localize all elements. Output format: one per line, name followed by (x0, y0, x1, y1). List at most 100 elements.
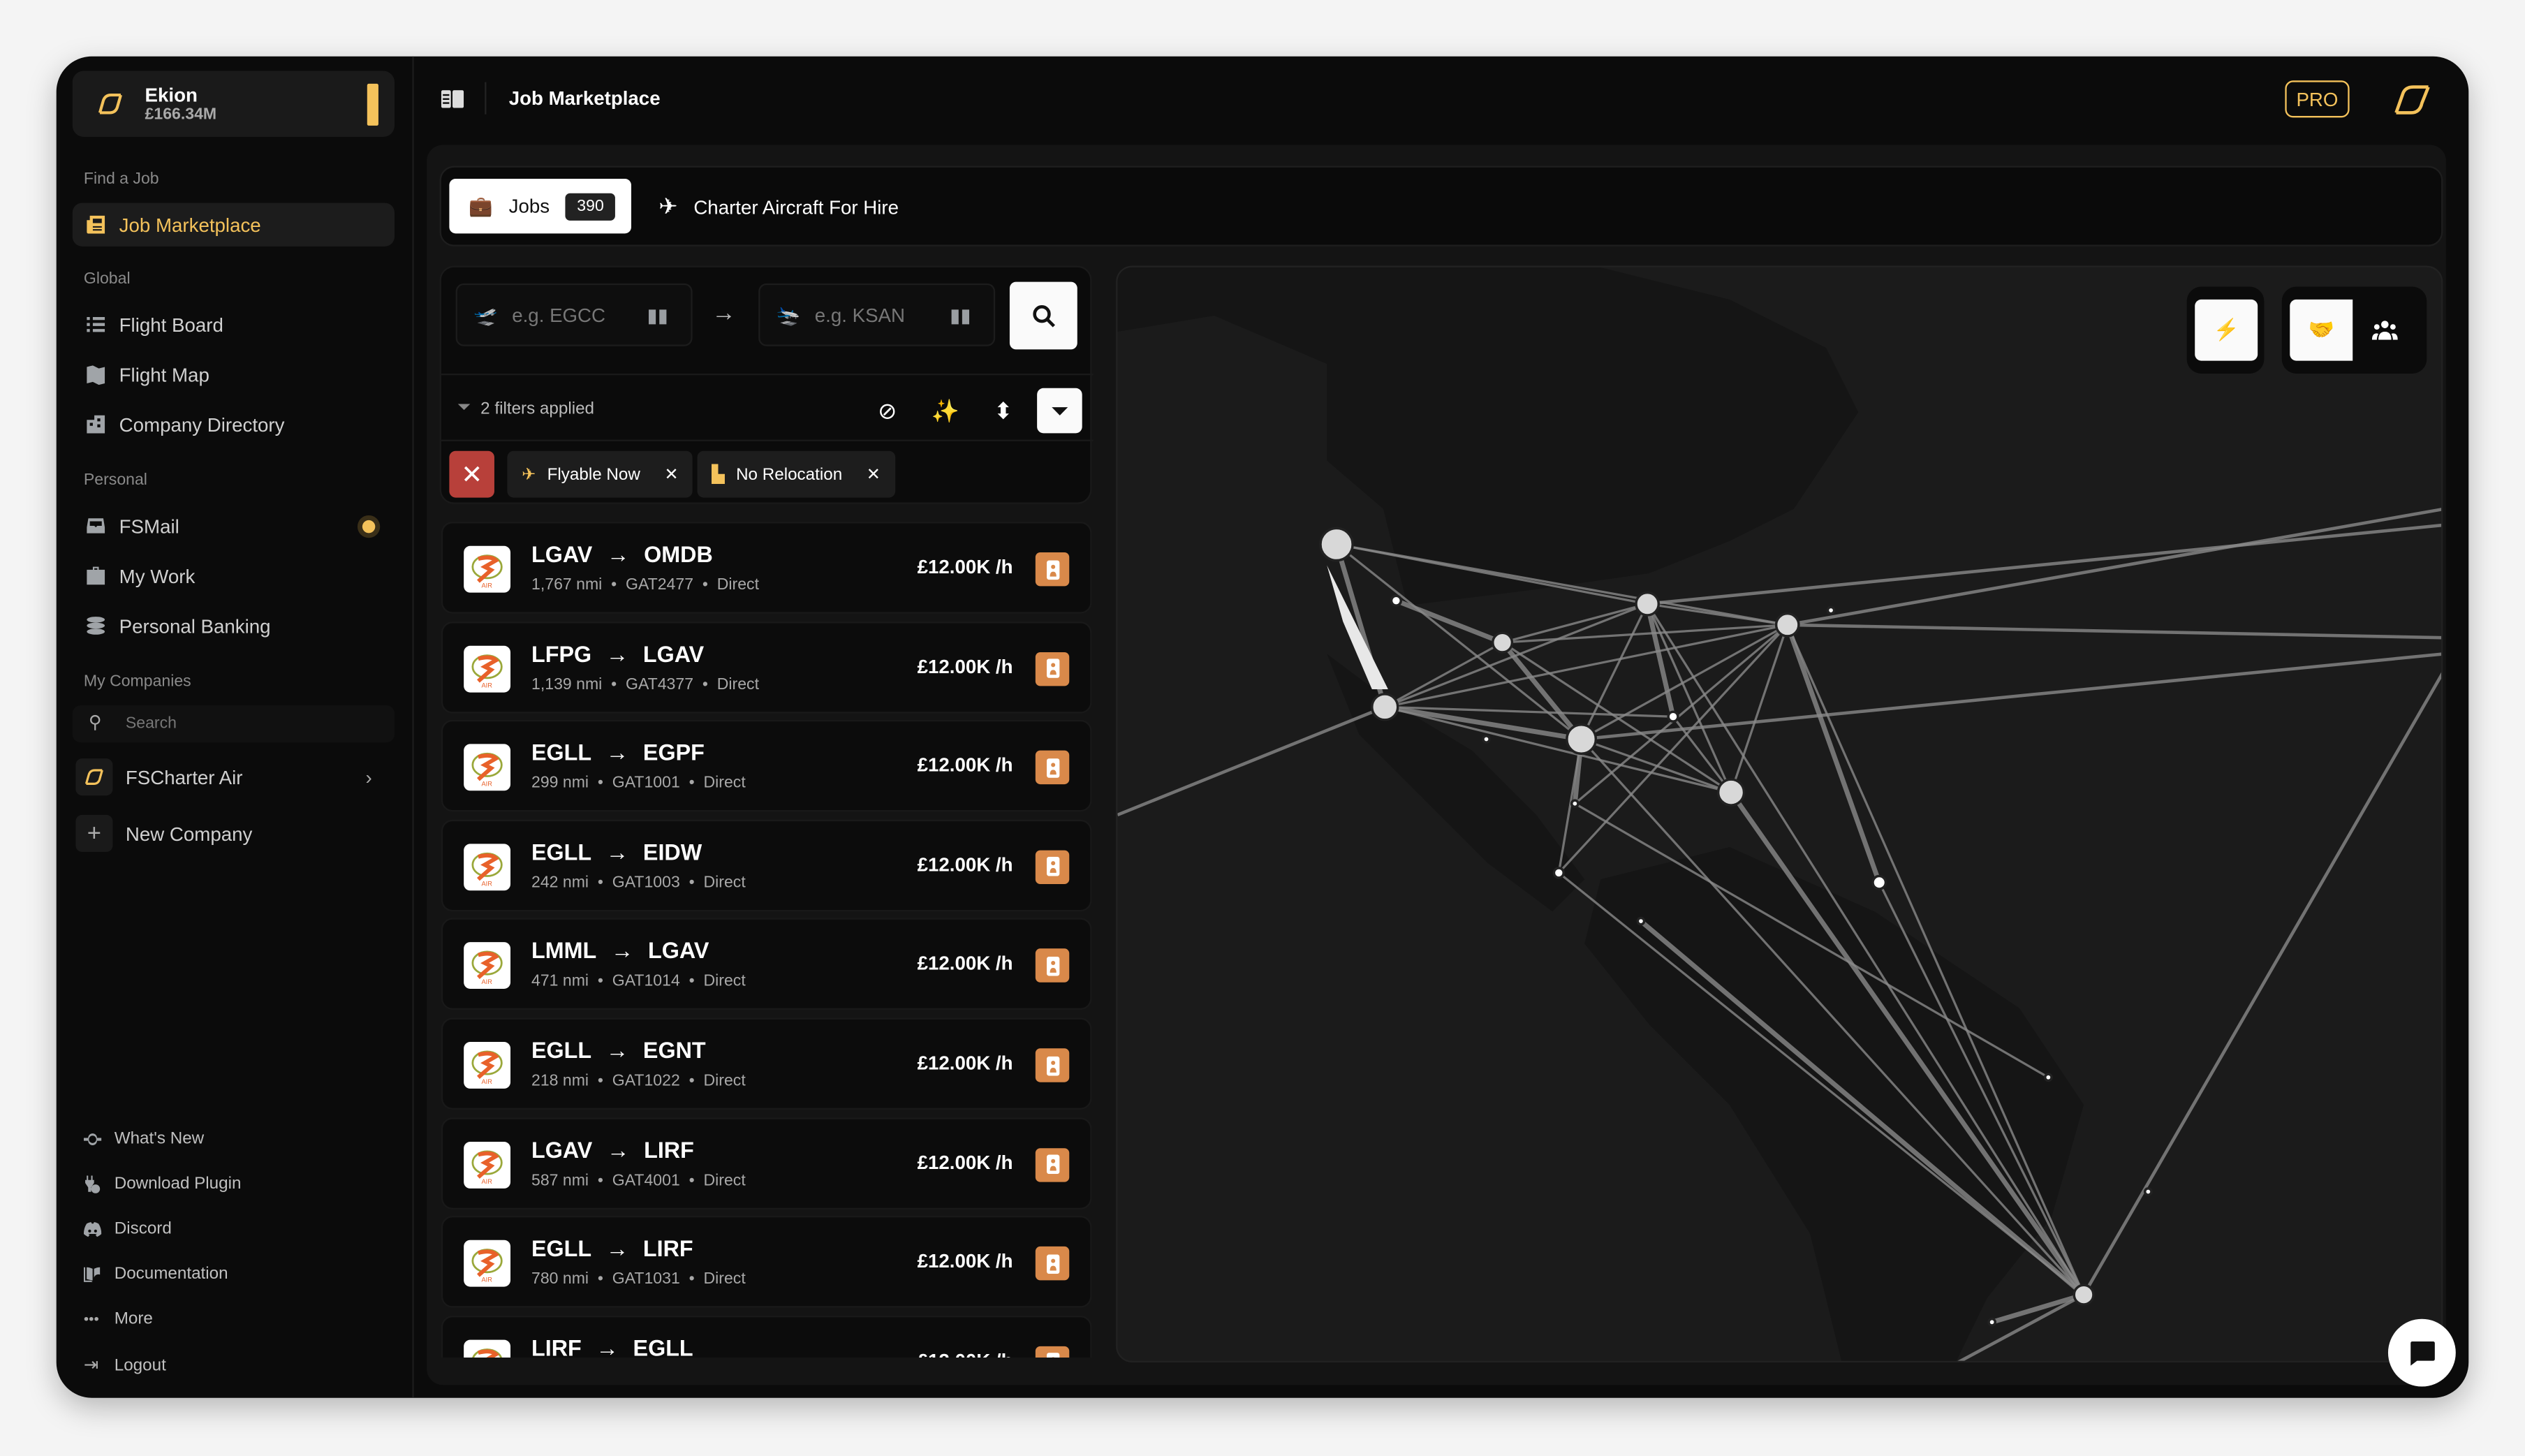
pay-rate: £12.00K /h (918, 853, 1013, 876)
job-card[interactable]: AIR EGLL→EIDW 242 nmi • GAT1003 • Direct… (441, 819, 1092, 911)
remove-chip-icon[interactable]: ✕ (867, 464, 881, 484)
company-item-fscharter-air[interactable]: FSCharter Air› (75, 756, 397, 799)
passenger-icon (1046, 858, 1059, 877)
sort-button[interactable]: ⬍ (980, 388, 1026, 434)
search-button[interactable] (1010, 282, 1077, 350)
unread-indicator (358, 515, 380, 538)
company-name: FSCharter Air (126, 766, 243, 788)
job-card[interactable]: AIR LMML→LGAV 471 nmi • GAT1014 • Direct… (441, 918, 1092, 1010)
passenger-job-button[interactable] (1036, 1147, 1069, 1181)
handshake-view-button[interactable]: 🤝 (2290, 300, 2353, 361)
passenger-icon (1046, 559, 1059, 579)
sidebar-item-my-work[interactable]: My Work (73, 554, 395, 597)
hide-toggle-button[interactable]: ⊘ (864, 388, 910, 434)
passenger-job-button[interactable] (1036, 652, 1069, 685)
tab-charter-aircraft[interactable]: ✈Charter Aircraft For Hire (658, 193, 899, 221)
airport-node (2045, 1074, 2052, 1080)
route-type: Direct (704, 775, 746, 793)
commit-icon (84, 1130, 101, 1147)
passenger-job-button[interactable] (1036, 949, 1069, 983)
airline-logo: AIR (464, 645, 510, 692)
svg-text:AIR: AIR (482, 880, 493, 887)
destination-icao: EGLL (633, 1334, 693, 1358)
briefcase-icon (85, 565, 106, 586)
passenger-job-button[interactable] (1036, 1048, 1069, 1082)
airline-logo: AIR (464, 844, 510, 890)
passenger-job-button[interactable] (1036, 850, 1069, 883)
footer-whats-new[interactable]: What's New (84, 1129, 204, 1149)
plus-icon: + (75, 815, 112, 852)
sidebar-item-fsmail[interactable]: FSMail (73, 504, 395, 547)
divider (441, 440, 1094, 441)
passenger-icon (1046, 1353, 1059, 1358)
sidebar-item-label: Flight Board (119, 314, 223, 336)
route-map[interactable] (1117, 267, 2443, 1362)
pro-badge[interactable]: PRO (2285, 80, 2349, 117)
footer-label: Logout (115, 1355, 166, 1375)
search-icon: ⚲ (89, 712, 102, 733)
footer-discord[interactable]: Discord (84, 1219, 172, 1239)
company-search-input[interactable]: ⚲ Search (73, 705, 395, 742)
airport-node (1320, 528, 1353, 560)
arrival-input[interactable]: 🛬e.g. KSAN▮▮ (758, 284, 995, 346)
chat-button[interactable] (2388, 1319, 2456, 1387)
job-card[interactable]: AIR EGLL→EGNT 218 nmi • GAT1022 • Direct… (441, 1017, 1092, 1109)
pay-rate: £12.00K /h (918, 754, 1013, 777)
account-switcher[interactable]: Ekion £166.34M (73, 71, 395, 137)
sidebar-item-flight-map[interactable]: Flight Map (73, 353, 395, 396)
footer-documentation[interactable]: Documentation (84, 1264, 228, 1284)
footer-logout[interactable]: ⇥Logout (84, 1354, 166, 1375)
filter-chip-no-relocation[interactable]: ▙No Relocation✕ (698, 451, 895, 498)
app-window: Ekion £166.34M Find a Job Job Marketplac… (57, 57, 2469, 1398)
sidebar-item-label: Flight Map (119, 363, 209, 385)
footer-more[interactable]: •••More (84, 1309, 153, 1329)
airport-node (1554, 868, 1563, 878)
sidebar-item-flight-board[interactable]: Flight Board (73, 303, 395, 346)
filter-chip-flyable-now[interactable]: ✈Flyable Now✕ (507, 451, 693, 498)
departure-input[interactable]: 🛫e.g. EGCC▮▮ (456, 284, 693, 346)
passenger-job-button[interactable] (1036, 751, 1069, 784)
job-list[interactable]: AIR LGAV→OMDB 1,767 nmi • GAT2477 • Dire… (441, 522, 1092, 1358)
footer-download-plugin[interactable]: Download Plugin (84, 1174, 242, 1193)
job-card[interactable]: AIR LIRF→EGLL £12.00K /h (441, 1316, 1092, 1358)
sidebar-toggle-icon[interactable] (441, 90, 464, 108)
flight-number: GAT4001 (612, 1172, 680, 1189)
job-meta: 471 nmi • GAT1014 • Direct (531, 973, 746, 991)
sidebar: Ekion £166.34M Find a Job Job Marketplac… (57, 57, 414, 1398)
job-card[interactable]: AIR LGAV→LIRF 587 nmi • GAT4001 • Direct… (441, 1117, 1092, 1208)
network-mode-button[interactable]: ⚡ (2195, 300, 2258, 361)
airport-node (1636, 593, 1658, 615)
passenger-job-button[interactable] (1036, 552, 1069, 586)
route-line (1503, 604, 1648, 642)
job-card[interactable]: AIR EGLL→EGPF 299 nmi • GAT1001 • Direct… (441, 720, 1092, 811)
ellipsis-icon: ••• (84, 1311, 101, 1327)
magic-button[interactable]: ✨ (922, 388, 968, 434)
new-company-button[interactable]: +New Company (75, 811, 397, 855)
binoculars-icon[interactable]: ▮▮ (647, 304, 668, 326)
remove-chip-icon[interactable]: ✕ (664, 464, 678, 484)
passenger-job-button[interactable] (1036, 1346, 1069, 1358)
airline-logo: AIR (464, 1042, 510, 1089)
distance: 471 nmi (531, 973, 589, 991)
job-card[interactable]: AIR LGAV→OMDB 1,767 nmi • GAT2477 • Dire… (441, 522, 1092, 613)
flight-number: GAT1014 (612, 973, 680, 991)
sidebar-item-company-directory[interactable]: Company Directory (73, 403, 395, 446)
departure-placeholder: e.g. EGCC (512, 304, 605, 326)
flight-number: GAT1003 (612, 874, 680, 892)
pay-rate: £12.00K /h (918, 1250, 1013, 1272)
users-view-button[interactable] (2353, 300, 2415, 361)
job-meta: 587 nmi • GAT4001 • Direct (531, 1172, 746, 1189)
airline-logo: AIR (464, 1339, 510, 1358)
job-card[interactable]: AIR EGLL→LIRF 780 nmi • GAT1031 • Direct… (441, 1216, 1092, 1308)
sidebar-item-job-marketplace[interactable]: Job Marketplace (73, 203, 395, 247)
job-card[interactable]: AIR LFPG→LGAV 1,139 nmi • GAT4377 • Dire… (441, 621, 1092, 712)
add-filter-button[interactable]: ⏷ (1037, 388, 1082, 434)
passenger-icon (1046, 659, 1059, 678)
clear-filters-button[interactable]: ✕ (449, 451, 494, 498)
passenger-job-button[interactable] (1036, 1247, 1069, 1280)
sidebar-item-personal-banking[interactable]: Personal Banking (73, 604, 395, 647)
flight-map[interactable]: ⚡ 🤝 (1116, 266, 2443, 1362)
destination-icao: EGNT (643, 1037, 706, 1063)
binoculars-icon[interactable]: ▮▮ (950, 304, 971, 326)
